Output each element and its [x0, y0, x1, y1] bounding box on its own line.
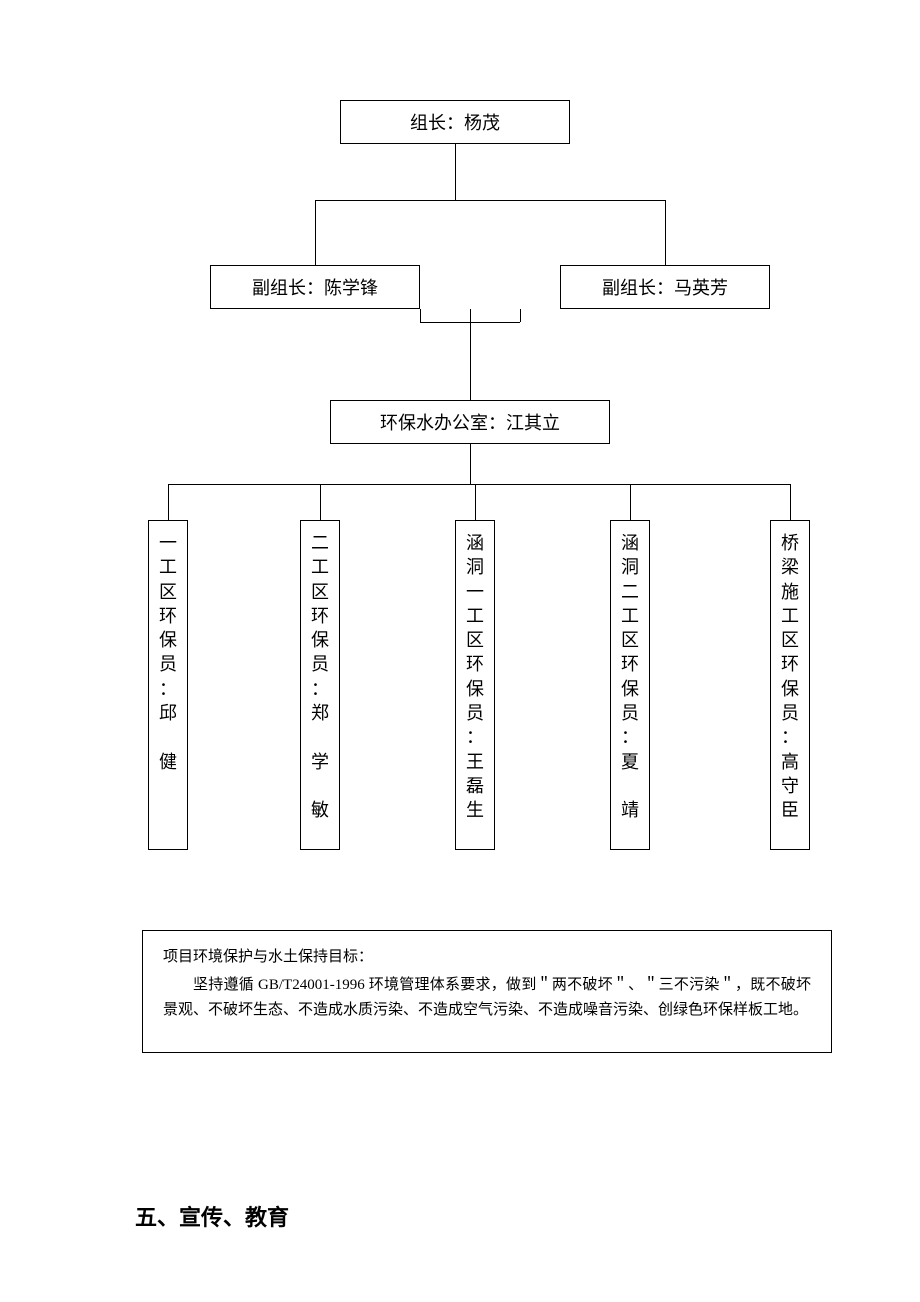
- org-deputy-left-box: 副组长：陈学锋: [210, 265, 420, 309]
- connector-deputies-hbar: [315, 200, 665, 201]
- notice-title: 项目环境保护与水土保持目标：: [163, 945, 811, 971]
- connector-member-v: [320, 484, 321, 520]
- section-heading: 五、宣传、教育: [135, 1200, 289, 1232]
- org-member-box: 涵洞二工区环保员：夏 靖: [610, 520, 650, 850]
- org-chart: 组长：杨茂 副组长：陈学锋 副组长：马英芳 环保水办公室：江其立 一工区环保员：…: [0, 0, 920, 880]
- connector-dep-left-h: [420, 322, 470, 323]
- org-leader-box: 组长：杨茂: [340, 100, 570, 144]
- connector-dep-left-v2: [420, 309, 421, 322]
- org-member-box: 二工区环保员：郑 学 敏: [300, 520, 340, 850]
- org-office-box: 环保水办公室：江其立: [330, 400, 610, 444]
- connector-deputy-right-v: [665, 200, 666, 265]
- org-member-box: 桥梁施工区环保员：高守臣: [770, 520, 810, 850]
- org-member-box: 一工区环保员：邱 健: [148, 520, 188, 850]
- connector-member-v: [790, 484, 791, 520]
- connector-member-v: [475, 484, 476, 520]
- connector-deputy-left-v: [315, 200, 316, 265]
- org-deputy-right-box: 副组长：马英芳: [560, 265, 770, 309]
- connector-dep-mid-v: [470, 309, 471, 400]
- connector-leader-down: [455, 144, 456, 200]
- notice-body: 坚持遵循 GB/T24001-1996 环境管理体系要求，做到＂两不破坏＂、＂三…: [163, 973, 811, 1024]
- connector-office-down: [470, 444, 471, 484]
- connector-dep-right-v2: [520, 309, 521, 322]
- connector-member-v: [168, 484, 169, 520]
- page: 组长：杨茂 副组长：陈学锋 副组长：马英芳 环保水办公室：江其立 一工区环保员：…: [0, 0, 920, 1302]
- connector-members-hbar: [168, 484, 790, 485]
- notice-box: 项目环境保护与水土保持目标： 坚持遵循 GB/T24001-1996 环境管理体…: [142, 930, 832, 1053]
- connector-dep-right-h: [470, 322, 520, 323]
- org-member-box: 涵洞一工区环保员：王磊生: [455, 520, 495, 850]
- connector-member-v: [630, 484, 631, 520]
